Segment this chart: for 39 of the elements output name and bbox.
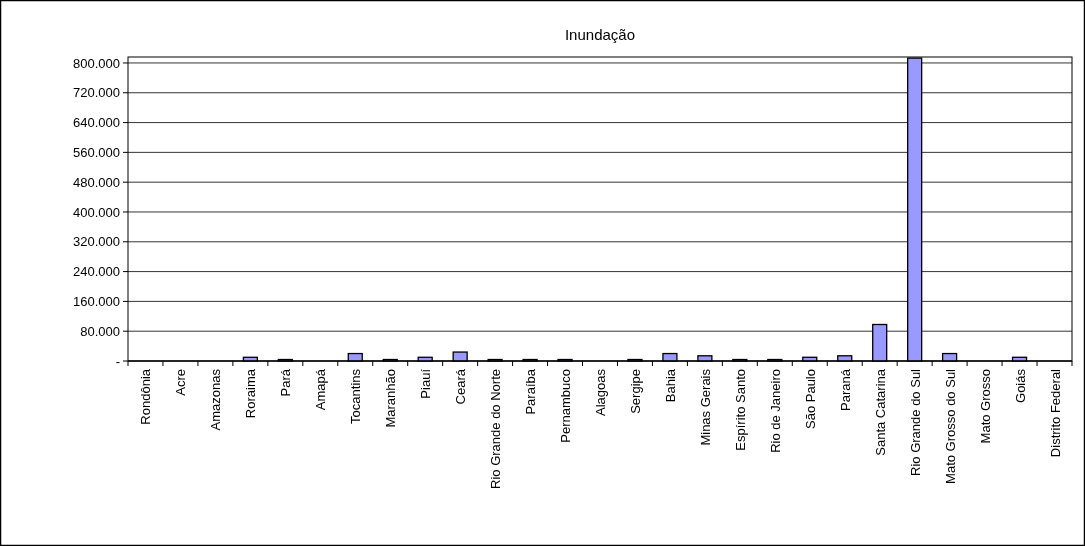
x-tick-label: Maranhão [383,369,399,428]
x-tick-label: Goiás [1012,368,1028,403]
x-tick-label: Rio de Janeiro [767,369,783,453]
y-tick-label: 640.000 [73,115,120,131]
y-tick-label: 560.000 [73,144,120,160]
x-tick-label: Mato Grosso [977,369,993,444]
y-tick-label: 480.000 [73,174,120,190]
y-tick-label: 160.000 [73,293,120,309]
x-tick-label: Rio Grande do Sul [907,368,923,476]
x-tick-label: Pernambuco [558,369,574,443]
x-tick-label: Amazonas [208,368,224,431]
x-tick-label: Rio Grande do Norte [488,369,504,489]
x-tick-label: Roraima [243,368,259,419]
x-tick-label: Alagoas [593,368,608,416]
y-tick-label: - [115,353,120,369]
x-tick-label: Bahia [662,368,678,403]
chart-title: Inundação [564,26,636,43]
y-tick-label: 400.000 [73,204,120,220]
y-tick-label: 720.000 [73,85,120,101]
x-tick-label: Santa Catarina [872,368,888,456]
y-tick-label: 320.000 [73,234,120,250]
x-tick-label: Distrito Federal [1047,368,1063,458]
y-tick-label: 80.000 [80,323,120,339]
x-tick-label: Amapá [313,368,329,411]
x-tick-label: Paraná [837,368,853,411]
x-tick-label: Tocantins [348,368,364,424]
x-tick-label: Espírito Santo [732,369,748,451]
y-tick-label: 800.000 [73,55,120,71]
x-tick-label: Sergipe [627,369,643,414]
x-tick-label: Paraíba [523,368,539,415]
x-tick-label: Piauí [418,368,434,399]
x-tick-label: Acre [173,369,189,396]
x-tick-label: Pará [278,368,294,397]
x-tick-label: São Paulo [802,369,818,429]
x-tick-label: Minas Gerais [697,368,713,446]
x-tick-label: Ceará [453,368,469,405]
x-tick-label: Mato Grosso do Sul [942,368,958,484]
y-tick-label: 240.000 [73,264,120,280]
x-tick-label: Rondônia [138,368,154,425]
